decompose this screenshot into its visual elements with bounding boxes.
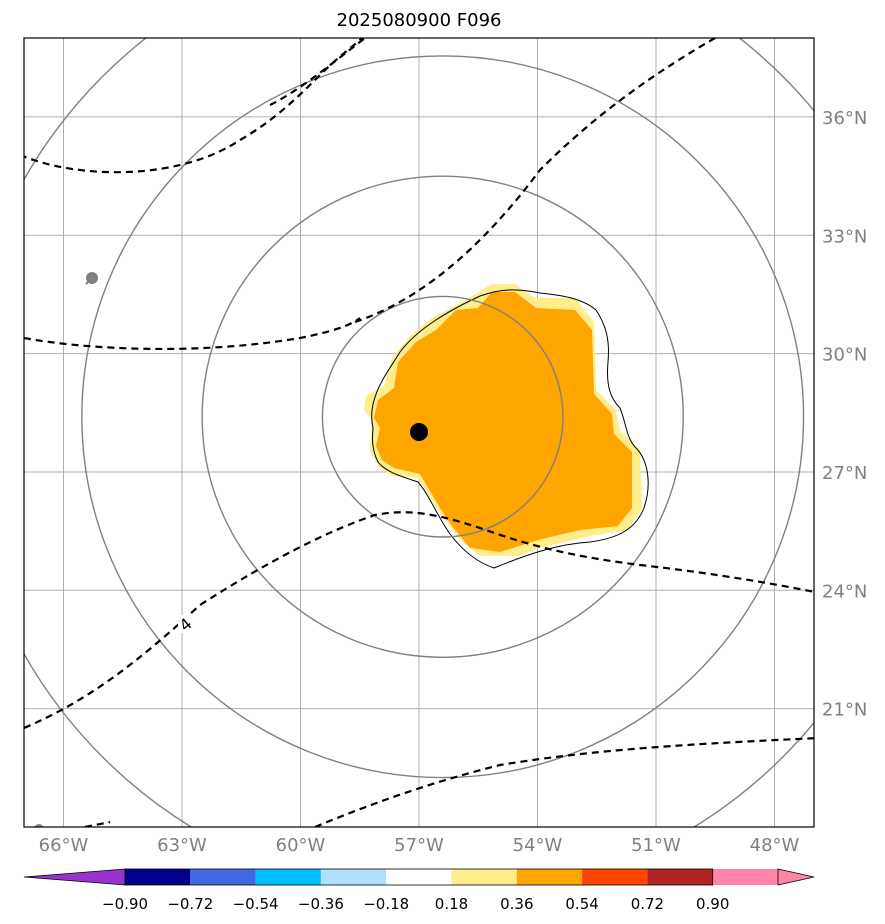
colorbar-tick-label: −0.54 [233,895,279,913]
colorbar-extend-low [23,868,126,886]
dashed-contours [24,38,814,827]
colorbar-segment [647,869,713,885]
storm-center-marker [410,423,428,441]
contour-label-bg [178,615,192,633]
longitude-label: 54°W [513,835,563,856]
latitude-label: 30°N [822,345,867,366]
range-rings [24,38,814,827]
colorbar-segments [23,868,815,886]
colorbar-tick-label: −0.90 [102,895,148,913]
latitude-label: 21°N [822,700,867,721]
longitude-label: 66°W [39,835,89,856]
colorbar-tick-label: 0.90 [696,895,729,913]
colorbar-segment [255,869,321,885]
latitude-label: 27°N [822,463,867,484]
latitude-label: 33°N [822,226,867,247]
shaded-area-main [374,292,632,552]
dashed-contour-mid-left [24,317,361,351]
shaded-field [364,284,642,556]
colorbar-segment [125,869,191,885]
longitude-label: 51°W [631,835,681,856]
colorbar-outline [124,868,714,886]
gray-marker-north-tail [85,277,93,285]
latitude-tick-labels: 21°N 24°N 27°N 30°N 33°N 36°N [822,108,867,721]
dashed-contour-south [24,511,814,730]
latitude-label: 36°N [822,108,867,129]
longitude-label: 48°W [750,835,800,856]
dashed-contour-diagonal [354,38,716,324]
longitude-label: 57°W [394,835,444,856]
colorbar-tick-label: 0.54 [565,895,598,913]
colorbar-segment [190,869,256,885]
range-ring [81,55,805,779]
dashed-contour-bottom [314,737,814,827]
colorbar-tick-label: −0.18 [363,895,409,913]
zero-outline-contour [371,289,649,569]
colorbar-segment [451,869,517,885]
colorbar-segment [712,869,778,885]
chart-title: 2025080900 F096 [337,10,502,31]
dashed-contour-corner-stub [84,820,111,827]
colorbar-segment [516,869,583,885]
colorbar-segment [320,869,387,885]
dashed-contour-top-right [24,38,366,174]
plot-frame [23,37,815,828]
longitude-label: 63°W [157,835,207,856]
colorbar-tick-label: 0.18 [435,895,468,913]
colorbar-segment [386,869,452,885]
longitude-tick-labels: 66°W 63°W 60°W 57°W 54°W 51°W 48°W [39,835,800,856]
colorbar-tick-label: −0.72 [167,895,213,913]
range-ring [201,175,684,658]
map-plot-area: 4 [23,37,815,828]
gray-marker-south [34,824,44,827]
latitude-label: 24°N [822,581,867,602]
range-ring [321,295,564,538]
colorbar-labels: −0.90 −0.72 −0.54 −0.36 −0.18 0.18 0.36 0.54 0.7… [102,895,729,913]
colorbar-segment [582,869,648,885]
colorbar: −0.90 −0.72 −0.54 −0.36 −0.18 0.18 0.36 0.54 0.7… [23,868,815,913]
colorbar-tick-label: −0.36 [298,895,344,913]
colorbar-tick-label: 0.36 [500,895,533,913]
colorbar-tick-label: 0.72 [631,895,664,913]
colorbar-extend-high [777,868,815,886]
longitude-label: 60°W [276,835,326,856]
